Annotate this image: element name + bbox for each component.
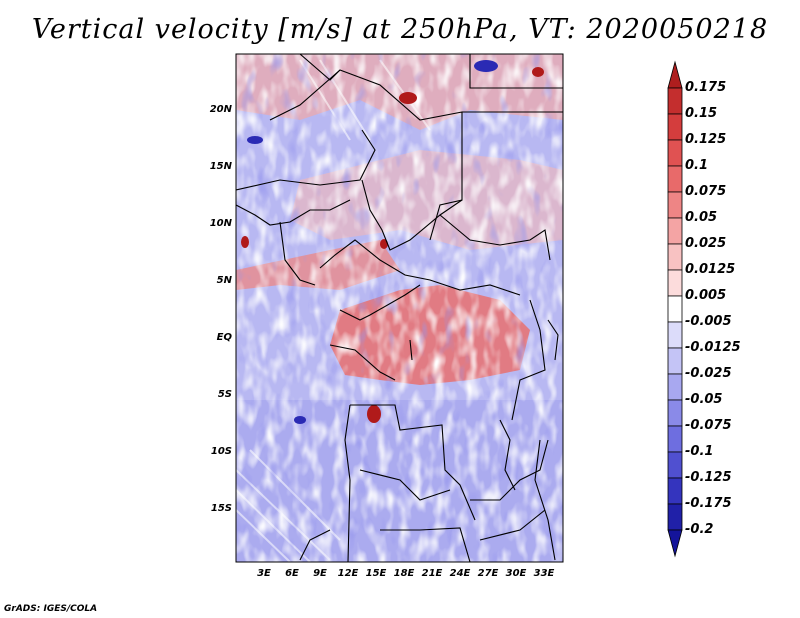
lon-label: 9E bbox=[313, 568, 327, 579]
colorbar-segment bbox=[667, 425, 683, 453]
colorbar-label: -0.05 bbox=[685, 392, 723, 407]
lon-label: 27E bbox=[477, 568, 499, 579]
colorbar-label: -0.1 bbox=[685, 444, 714, 459]
credit-text: GrADS: IGES/COLA bbox=[4, 604, 98, 614]
colorbar-label: 0.1 bbox=[685, 158, 709, 173]
colorbar-label: -0.075 bbox=[685, 418, 732, 433]
colorbar-segment bbox=[667, 269, 683, 297]
colorbar-label: 0.05 bbox=[685, 210, 718, 225]
colorbar-label: -0.005 bbox=[685, 314, 732, 329]
lon-label: 18E bbox=[393, 568, 415, 579]
lat-label: 10N bbox=[209, 218, 232, 229]
colorbar-segment bbox=[667, 529, 683, 558]
map-frame bbox=[235, 53, 564, 563]
colorbar-label: 0.175 bbox=[685, 80, 727, 95]
colorbar-segment bbox=[667, 243, 683, 271]
lon-label: 12E bbox=[337, 568, 359, 579]
colorbar-label: 0.075 bbox=[685, 184, 727, 199]
colorbar-label: 0.125 bbox=[685, 132, 727, 147]
colorbar-segment bbox=[667, 503, 683, 531]
colorbar-segment bbox=[667, 60, 683, 89]
lon-label: 33E bbox=[533, 568, 555, 579]
colorbar-segment bbox=[667, 191, 683, 219]
colorbar-segment bbox=[667, 217, 683, 245]
colorbar-label: 0.005 bbox=[685, 288, 727, 303]
colorbar-label: -0.2 bbox=[685, 522, 714, 537]
colorbar-segment bbox=[667, 477, 683, 505]
lat-label: 10S bbox=[210, 446, 232, 457]
lon-label: 6E bbox=[285, 568, 299, 579]
lat-label: 5N bbox=[216, 275, 232, 286]
colorbar-segment bbox=[667, 113, 683, 141]
lat-label: 15S bbox=[210, 503, 232, 514]
colorbar-label: -0.025 bbox=[685, 366, 732, 381]
colorbar-segment bbox=[667, 347, 683, 375]
lat-label: 5S bbox=[217, 389, 232, 400]
colorbar-label: 0.025 bbox=[685, 236, 727, 251]
colorbar-segment bbox=[667, 373, 683, 401]
strong-downdraft-spots bbox=[247, 60, 498, 424]
colorbar-segment bbox=[667, 399, 683, 427]
colorbar-segment bbox=[667, 451, 683, 479]
colorbar-segment bbox=[667, 165, 683, 193]
lat-label: EQ bbox=[216, 332, 232, 343]
colorbar-segment bbox=[667, 139, 683, 167]
lon-label: 15E bbox=[365, 568, 387, 579]
colorbar-label: -0.0125 bbox=[685, 340, 741, 355]
colorbar-label: -0.125 bbox=[685, 470, 732, 485]
country-borders bbox=[236, 54, 563, 562]
lat-label: 20N bbox=[209, 104, 232, 115]
lon-label: 24E bbox=[449, 568, 471, 579]
colorbar-segment bbox=[667, 295, 683, 323]
colorbar-label: -0.175 bbox=[685, 496, 732, 511]
lon-label: 21E bbox=[421, 568, 443, 579]
lat-label: 15N bbox=[209, 161, 232, 172]
colorbar-segment bbox=[667, 321, 683, 349]
lon-label: 3E bbox=[257, 568, 271, 579]
strong-updraft-spots bbox=[241, 67, 544, 423]
chart-title: Vertical velocity [m/s] at 250hPa, VT: 2… bbox=[31, 14, 769, 45]
colorbar-segment bbox=[667, 87, 683, 115]
map-panel bbox=[236, 54, 563, 562]
colorbar-label: 0.15 bbox=[685, 106, 718, 121]
colorbar-label: 0.0125 bbox=[685, 262, 736, 277]
lon-label: 30E bbox=[505, 568, 527, 579]
colorbar bbox=[667, 60, 683, 558]
